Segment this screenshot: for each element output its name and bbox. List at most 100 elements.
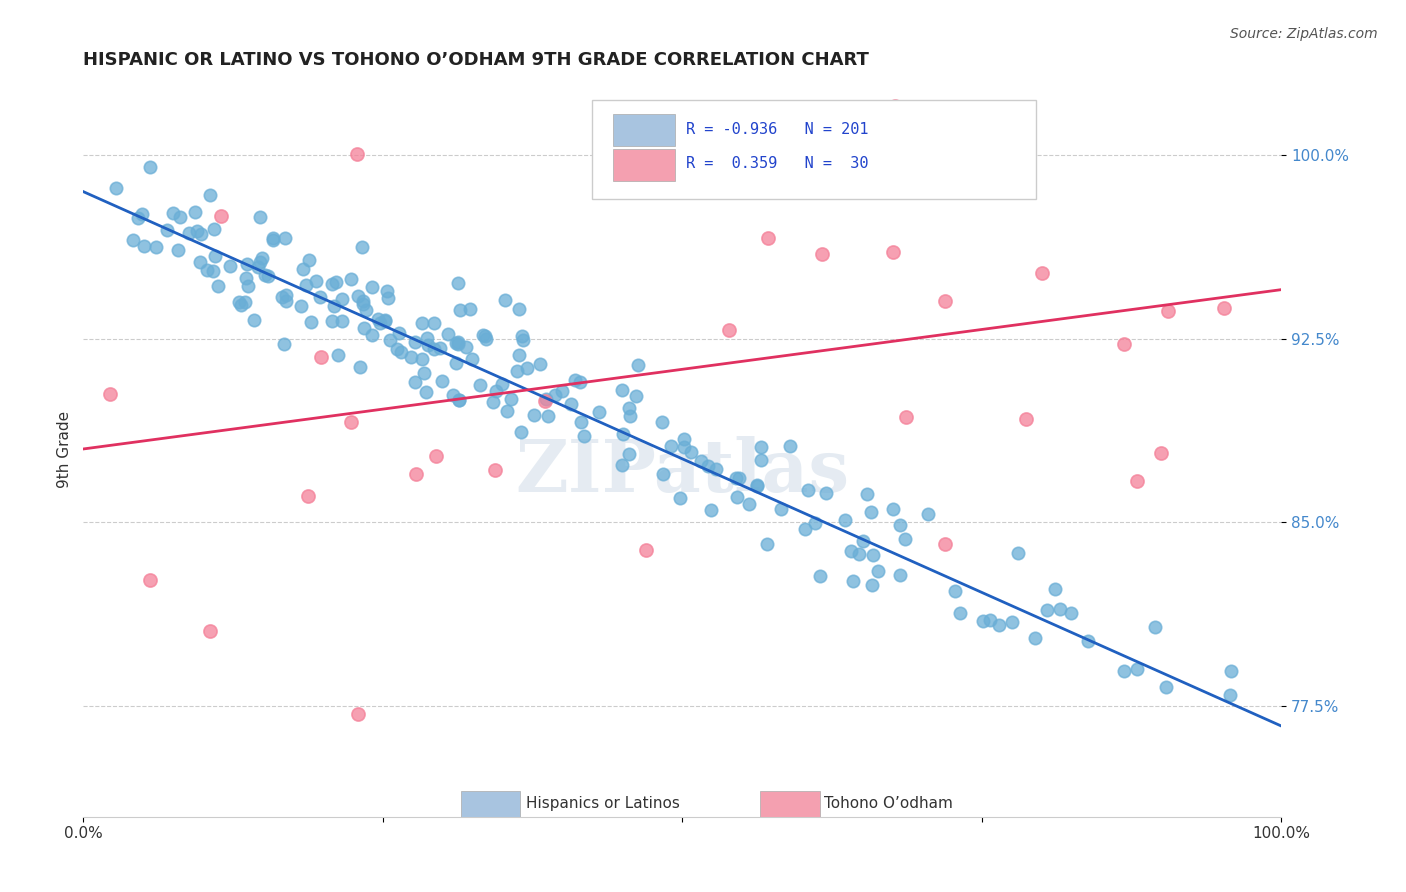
Point: [491, 377, 513, 392]
Point: [326, 348, 349, 362]
Point: [624, 388, 647, 402]
Point: [405, 467, 427, 481]
Point: [848, 547, 870, 561]
Point: [794, 523, 817, 537]
Point: [273, 230, 295, 244]
Point: [352, 294, 374, 309]
Point: [894, 533, 917, 547]
Point: [352, 240, 374, 254]
Point: [738, 496, 761, 510]
Point: [360, 280, 382, 294]
Point: [727, 471, 749, 485]
Text: Hispanics or Latinos: Hispanics or Latinos: [526, 796, 681, 811]
Point: [745, 478, 768, 492]
Point: [972, 614, 994, 628]
Point: [131, 207, 153, 221]
Point: [534, 392, 557, 407]
Point: [672, 432, 695, 446]
Point: [138, 574, 160, 588]
Point: [884, 99, 907, 113]
Point: [672, 440, 695, 454]
Point: [411, 316, 433, 330]
Point: [1157, 304, 1180, 318]
Point: [749, 440, 772, 454]
Point: [412, 366, 434, 380]
Point: [346, 289, 368, 303]
Point: [987, 618, 1010, 632]
Point: [499, 392, 522, 407]
Point: [361, 327, 384, 342]
Point: [374, 314, 396, 328]
Point: [347, 707, 370, 722]
Point: [309, 289, 332, 303]
Point: [681, 445, 703, 459]
Point: [1126, 474, 1149, 488]
Point: [769, 502, 792, 516]
Point: [508, 301, 530, 316]
Point: [198, 187, 221, 202]
Point: [380, 334, 402, 348]
Point: [506, 364, 529, 378]
Point: [423, 342, 446, 356]
Point: [297, 489, 319, 503]
Point: [1112, 336, 1135, 351]
Point: [569, 415, 592, 429]
Point: [756, 231, 779, 245]
Point: [934, 537, 956, 551]
Point: [551, 384, 574, 399]
Point: [401, 350, 423, 364]
Point: [218, 259, 240, 273]
Point: [471, 328, 494, 343]
Point: [250, 252, 273, 266]
Point: [305, 274, 328, 288]
Text: HISPANIC OR LATINO VS TOHONO O’ODHAM 9TH GRADE CORRELATION CHART: HISPANIC OR LATINO VS TOHONO O’ODHAM 9TH…: [83, 51, 869, 69]
Point: [418, 338, 440, 352]
Point: [810, 246, 832, 260]
Point: [1220, 665, 1243, 679]
Point: [298, 252, 321, 267]
Point: [322, 299, 344, 313]
Point: [651, 415, 673, 429]
Point: [725, 490, 748, 504]
Point: [485, 384, 508, 399]
Point: [134, 239, 156, 253]
Point: [749, 453, 772, 467]
Point: [619, 401, 641, 416]
Text: ZIPatlas: ZIPatlas: [515, 435, 849, 507]
Point: [564, 373, 586, 387]
Point: [233, 295, 256, 310]
Point: [270, 289, 292, 303]
Point: [808, 568, 831, 582]
Point: [204, 249, 226, 263]
Point: [689, 454, 711, 468]
Point: [619, 409, 641, 424]
Point: [430, 374, 453, 388]
Point: [254, 268, 277, 282]
Point: [249, 211, 271, 225]
Point: [560, 397, 582, 411]
Point: [202, 264, 225, 278]
Point: [979, 613, 1001, 627]
Point: [699, 503, 721, 517]
Point: [162, 206, 184, 220]
Point: [852, 533, 875, 548]
Y-axis label: 9th Grade: 9th Grade: [58, 410, 72, 488]
Point: [634, 542, 657, 557]
Point: [422, 316, 444, 330]
Point: [588, 405, 610, 419]
Point: [167, 243, 190, 257]
FancyBboxPatch shape: [592, 100, 1036, 199]
Point: [1043, 582, 1066, 597]
Point: [803, 516, 825, 531]
Point: [1060, 606, 1083, 620]
Point: [292, 262, 315, 277]
Point: [229, 297, 252, 311]
Point: [202, 221, 225, 235]
Point: [236, 279, 259, 293]
Point: [537, 409, 560, 423]
Point: [374, 313, 396, 327]
Point: [198, 624, 221, 638]
Point: [1015, 411, 1038, 425]
FancyBboxPatch shape: [613, 149, 675, 180]
Point: [121, 233, 143, 247]
